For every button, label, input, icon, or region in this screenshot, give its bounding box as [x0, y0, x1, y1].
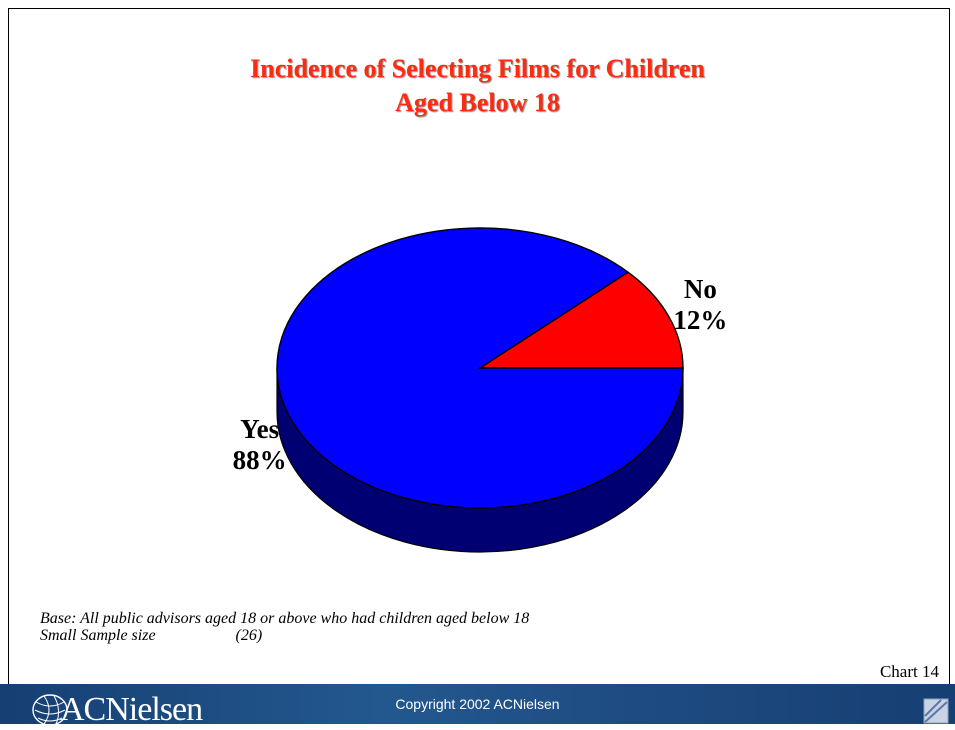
logo-text: ACNielsen: [60, 691, 203, 728]
chart-title: Incidence of Selecting Films for Childre…: [0, 52, 955, 120]
footnote: Base: All public advisors aged 18 or abo…: [40, 610, 529, 644]
pie-label-no: No 12%: [673, 274, 727, 335]
footnote-sample: Small Sample size (26): [40, 627, 529, 644]
corner-logo-icon: [923, 698, 949, 724]
pie-label-value: 88%: [233, 445, 287, 475]
pie-label-yes: Yes 88%: [233, 414, 287, 475]
acnielsen-logo: ACNielsen: [32, 690, 203, 730]
pie-label-name: No: [684, 274, 717, 304]
footer-bar: ACNielsen Copyright 2002 ACNielsen: [0, 684, 955, 728]
pie-label-value: 12%: [673, 305, 727, 335]
copyright-text: Copyright 2002 ACNielsen: [395, 696, 560, 712]
pie-slice-yes: [276, 227, 684, 509]
chart-title-line-1: Incidence of Selecting Films for Childre…: [250, 54, 705, 83]
pie-slice-no: [477, 271, 684, 369]
pie-label-name: Yes: [240, 414, 279, 444]
pie-chart: No 12% Yes 88%: [233, 227, 727, 553]
chart-title-line-2: Aged Below 18: [395, 88, 560, 117]
footnote-base: Base: All public advisors aged 18 or abo…: [40, 610, 530, 627]
footnote-sample-value: (26): [235, 627, 263, 644]
slide-frame: [8, 8, 950, 724]
footnote-sample-label: Small Sample size: [40, 627, 156, 644]
chart-number: Chart 14: [879, 662, 939, 681]
